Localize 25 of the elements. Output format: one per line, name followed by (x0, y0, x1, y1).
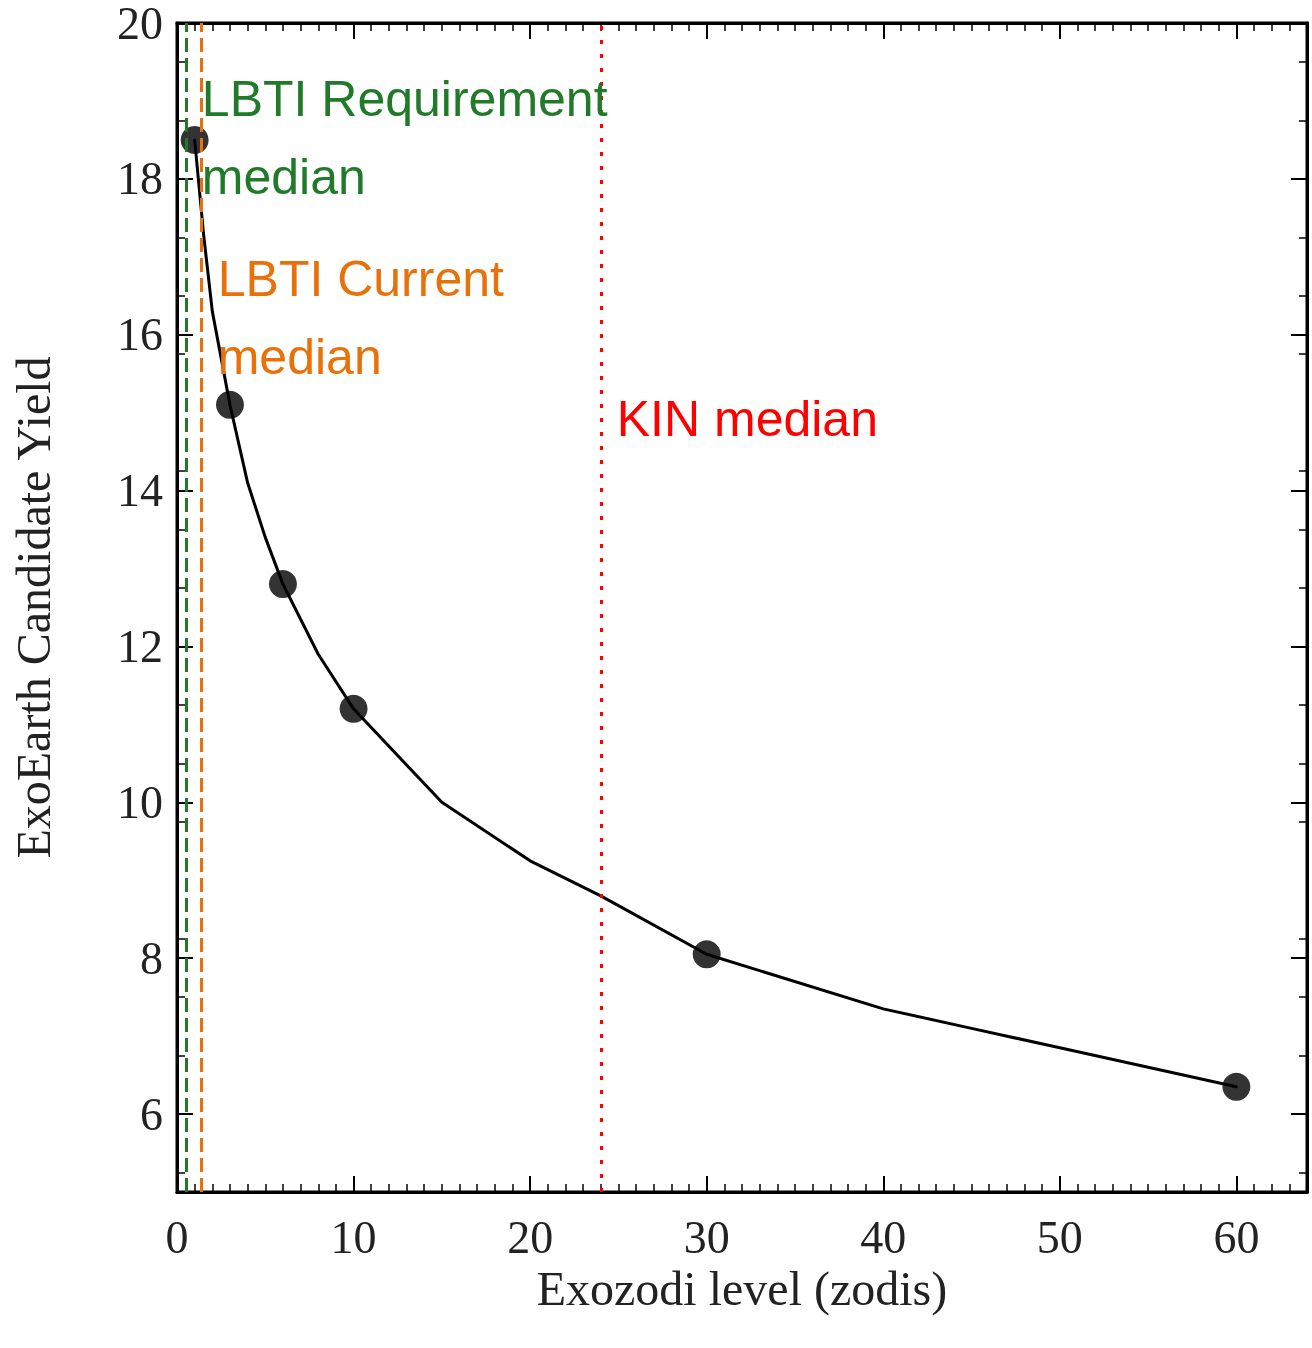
y-tick-label: 6 (140, 1088, 163, 1140)
y-tick-label: 10 (117, 776, 163, 828)
point (216, 390, 244, 419)
y-tick-label: 14 (117, 465, 163, 517)
x-tick-label: 50 (1036, 1211, 1083, 1263)
x-tick-label: 0 (165, 1211, 189, 1263)
x-tick-label: 40 (860, 1211, 907, 1263)
point (339, 694, 368, 723)
x-axis-title: Exozodi level (zodis) (536, 1262, 948, 1317)
y-tick-label: 18 (117, 153, 163, 205)
x-tick-label: 20 (507, 1211, 554, 1263)
ref-line-label: LBTI Current median (217, 251, 505, 385)
y-axis-title: ExoEarth Candidate Yield (6, 356, 60, 859)
point (268, 570, 297, 599)
point (692, 940, 721, 969)
x-tick-label: 10 (330, 1211, 377, 1263)
point (1222, 1072, 1251, 1101)
x-tick-label: 60 (1213, 1211, 1260, 1263)
ref-line-label: KIN median (616, 391, 878, 447)
y-tick-label: 12 (117, 620, 163, 672)
y-tick-label: 20 (117, 0, 163, 49)
y-tick-label: 16 (117, 309, 163, 361)
y-tick-label: 8 (140, 932, 163, 984)
x-tick-label: 30 (683, 1211, 730, 1263)
ref-line-label: LBTI Requirement median (201, 71, 608, 205)
